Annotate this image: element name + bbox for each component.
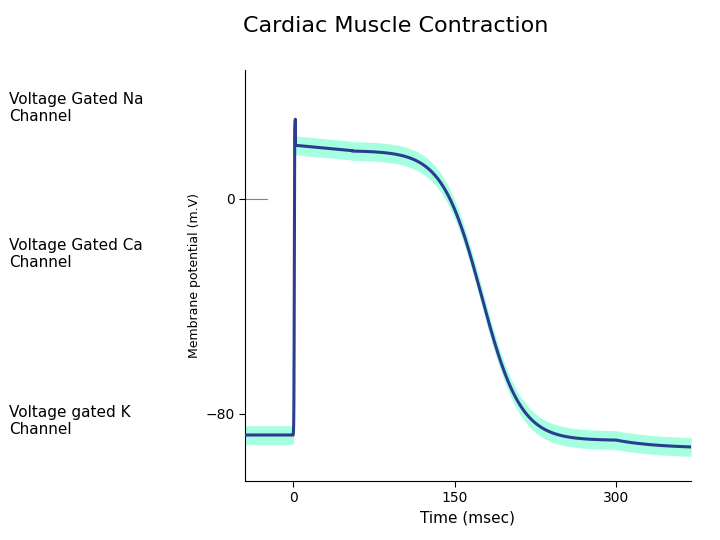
Y-axis label: Membrane potential (m.V): Membrane potential (m.V)	[188, 193, 201, 358]
Text: Voltage gated K
Channel: Voltage gated K Channel	[9, 405, 131, 437]
Text: Voltage Gated Ca
Channel: Voltage Gated Ca Channel	[9, 238, 143, 270]
X-axis label: Time (msec): Time (msec)	[420, 511, 516, 525]
Text: Voltage Gated Na
Channel: Voltage Gated Na Channel	[9, 92, 144, 124]
Text: Cardiac Muscle Contraction: Cardiac Muscle Contraction	[243, 16, 549, 36]
